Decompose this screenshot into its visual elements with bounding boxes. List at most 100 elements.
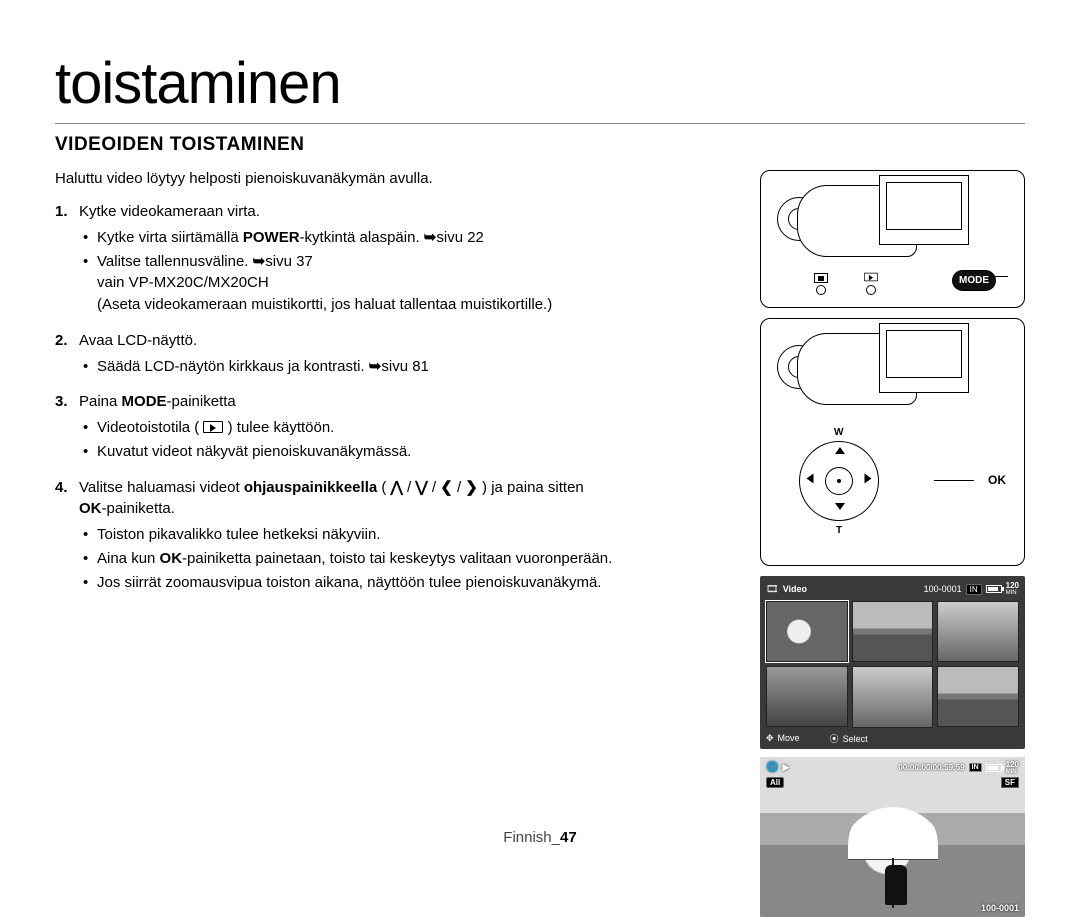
s1b1-pre: Kytke virta siirtämällä xyxy=(97,229,243,246)
clip-number: 100-0001 xyxy=(981,903,1019,913)
play-mode-icon xyxy=(864,273,878,281)
step-3: 3. Paina MODE-painiketta Videotoistotila… xyxy=(55,391,742,462)
s4b3: Jos siirrät zoomausvipua toiston aikana,… xyxy=(97,574,601,591)
mode-leds xyxy=(809,271,883,295)
move-hint: Move xyxy=(766,733,800,744)
step-1: 1. Kytke videokameraan virta. Kytke virt… xyxy=(55,201,742,316)
step-1-bullet-2: Valitse tallennusväline. sivu 37 vain VP… xyxy=(79,251,742,316)
figure-mode: MODE xyxy=(760,170,1025,308)
s1b2-l2: (Aseta videokameraan muistikortti, jos h… xyxy=(97,296,552,313)
s4-bold2: OK xyxy=(79,500,102,517)
lcd-min: 120 xyxy=(1006,582,1019,590)
step-2-text: Avaa LCD-näyttö. xyxy=(79,332,197,349)
joy-right-icon xyxy=(865,474,872,484)
s1b2-pre: Valitse tallennusväline. xyxy=(97,253,253,270)
battery-icon xyxy=(986,585,1002,593)
step-2-bullet-1: Säädä LCD-näytön kirkkaus ja kontrasti. … xyxy=(79,356,742,378)
mode-button[interactable]: MODE xyxy=(952,270,996,291)
s1b1-bold: POWER xyxy=(243,229,300,246)
s1b1-post: -kytkintä alaspäin. xyxy=(300,229,424,246)
figure-ok: W T OK xyxy=(760,318,1025,566)
s4-bold: ohjauspainikkeella xyxy=(244,479,377,496)
battery-icon xyxy=(986,764,1002,772)
thumbnail[interactable] xyxy=(852,666,934,727)
figures-column: MODE W T OK xyxy=(760,170,1025,917)
content-row: Haluttu video löytyy helposti pienoiskuv… xyxy=(55,170,1025,917)
thumbnail-grid xyxy=(766,601,1019,728)
thumbnail[interactable] xyxy=(937,601,1019,662)
arrow-icon xyxy=(253,253,266,270)
dir-up-icon xyxy=(391,479,403,496)
step-4: 4. Valitse haluamasi videot ohjauspainik… xyxy=(55,477,742,594)
arrow-icon xyxy=(424,229,437,246)
all-badge: All xyxy=(766,777,784,788)
step-3-num: 3. xyxy=(55,391,68,413)
play-icon xyxy=(782,762,789,773)
person-silhouette xyxy=(885,865,907,905)
zoom-t-label: T xyxy=(836,525,842,536)
title-rule xyxy=(55,123,1025,124)
lcd-thumbnail-screen: Video 100-0001 IN 120MIN Move Select xyxy=(760,576,1025,749)
record-mode-icon xyxy=(814,273,828,283)
s1b2-l1: vain VP-MX20C/MX20CH xyxy=(97,274,269,291)
joy-down-icon xyxy=(835,503,845,510)
lcd-title: Video xyxy=(783,584,807,594)
thumbnail[interactable] xyxy=(766,601,848,662)
step-3-bullet-2: Kuvatut videot näkyvät pienoiskuvanäkymä… xyxy=(79,441,742,463)
ok-button[interactable] xyxy=(825,467,853,495)
s3b1-pre: Videotoistotila ( xyxy=(97,419,203,436)
intro-text: Haluttu video löytyy helposti pienoiskuv… xyxy=(55,170,742,187)
ok-label: OK xyxy=(988,473,1006,487)
s3-pre: Paina xyxy=(79,393,122,410)
text-column: Haluttu video löytyy helposti pienoiskuv… xyxy=(55,170,760,917)
arrow-icon xyxy=(369,358,382,375)
step-2-num: 2. xyxy=(55,330,68,352)
thumbnail[interactable] xyxy=(937,666,1019,727)
s4b2-post: -painiketta painetaan, toisto tai keskey… xyxy=(182,550,612,567)
step-4-bullet-3: Jos siirrät zoomausvipua toiston aikana,… xyxy=(79,572,742,594)
s3b1-post: ) tulee käyttöön. xyxy=(223,419,334,436)
step-4-bullet-1: Toiston pikavalikko tulee hetkeksi näkyv… xyxy=(79,524,742,546)
step-1-num: 1. xyxy=(55,201,68,223)
camcorder-screen-icon xyxy=(879,323,969,393)
s4-post2: ) ja paina sitten xyxy=(478,479,584,496)
play-min-unit: MIN xyxy=(1006,769,1019,775)
lcd-counter: 100-0001 xyxy=(924,584,962,594)
timecode: 00:00:00/00:59:59 xyxy=(898,763,964,772)
dir-down-icon xyxy=(415,479,427,496)
s1b1-tail: sivu 22 xyxy=(436,229,484,246)
step-4-bullet-2: Aina kun OK-painiketta painetaan, toisto… xyxy=(79,548,742,570)
steps-list: 1. Kytke videokameraan virta. Kytke virt… xyxy=(55,201,742,593)
sf-badge: SF xyxy=(1001,777,1019,788)
step-4-num: 4. xyxy=(55,477,68,499)
thumbnail[interactable] xyxy=(852,601,934,662)
camcorder-screen-icon xyxy=(879,175,969,245)
web-icon xyxy=(766,762,778,773)
joy-up-icon xyxy=(835,447,845,454)
footer-lang: Finnish_ xyxy=(503,829,560,846)
page-footer: Finnish_47 xyxy=(0,829,1080,846)
s4-post3: -painiketta. xyxy=(102,500,175,517)
page-title: toistaminen xyxy=(55,50,1025,117)
joy-left-icon xyxy=(807,474,814,484)
memory-icon: IN xyxy=(969,763,982,772)
play-mode-icon xyxy=(203,421,223,433)
step-1-bullet-1: Kytke virta siirtämällä POWER-kytkintä a… xyxy=(79,227,742,249)
s2b1-tail: sivu 81 xyxy=(381,358,429,375)
memory-icon: IN xyxy=(966,584,982,595)
s2b1-pre: Säädä LCD-näytön kirkkaus ja kontrasti. xyxy=(97,358,369,375)
dir-right-icon xyxy=(465,479,478,496)
s3-bold: MODE xyxy=(122,393,167,410)
section-title: VIDEOIDEN TOISTAMINEN xyxy=(55,134,1025,156)
dir-left-icon xyxy=(440,479,453,496)
step-2: 2. Avaa LCD-näyttö. Säädä LCD-näytön kir… xyxy=(55,330,742,378)
thumbnail[interactable] xyxy=(766,666,848,727)
video-icon xyxy=(766,584,779,595)
step-3-bullet-1: Videotoistotila ( ) tulee käyttöön. xyxy=(79,417,742,439)
s4b2-bold: OK xyxy=(160,550,183,567)
step-1-text: Kytke videokameraan virta. xyxy=(79,203,260,220)
s3b2-pre: Kuvatut videot näkyvät pienoiskuvanäkymä… xyxy=(97,443,411,460)
s3-post: -painiketta xyxy=(167,393,236,410)
footer-page-number: 47 xyxy=(560,829,577,846)
s4b2-pre: Aina kun xyxy=(97,550,160,567)
